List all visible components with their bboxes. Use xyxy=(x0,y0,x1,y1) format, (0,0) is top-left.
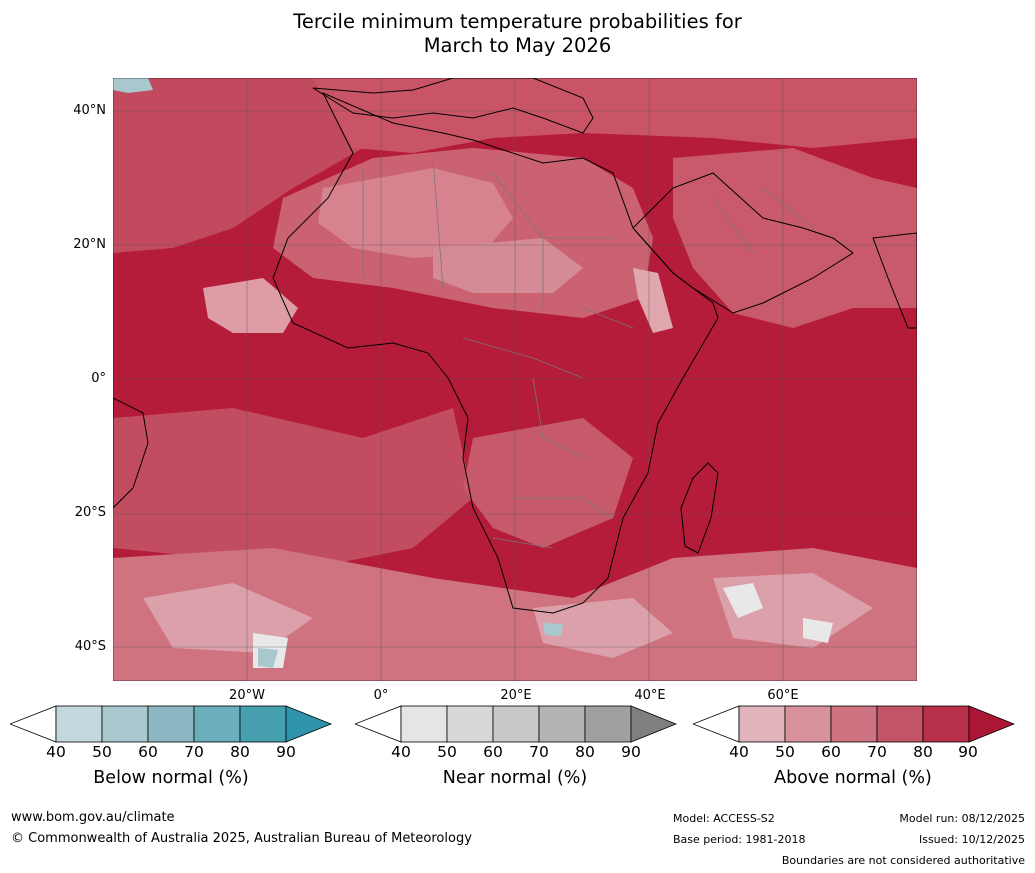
cbar-below-tick-80: 80 xyxy=(230,743,250,761)
map-svg xyxy=(112,77,918,682)
probability-map xyxy=(112,77,918,682)
cbar-near-tick-90: 90 xyxy=(621,743,641,761)
graticule xyxy=(113,78,917,681)
title-line-2: March to May 2026 xyxy=(423,34,612,57)
cbar-near-seg-5 xyxy=(584,705,632,743)
lon-label-40e: 40°E xyxy=(634,688,666,703)
africa-coast xyxy=(272,92,719,614)
cbar-near-tick-40: 40 xyxy=(391,743,411,761)
lat-label-20n: 20°N xyxy=(73,237,106,252)
cbar-below-label: Below normal (%) xyxy=(93,768,249,788)
colorbar-near-normal xyxy=(355,705,677,743)
cbar-near-seg-1 xyxy=(400,705,448,743)
arabia-region xyxy=(673,148,917,328)
cbar-above-seg-2 xyxy=(784,705,832,743)
lon-label-0: 0° xyxy=(373,688,389,703)
cbar-below-tick-70: 70 xyxy=(184,743,204,761)
cbar-below-arrow-low xyxy=(10,705,57,743)
colorbar-below-normal xyxy=(10,705,332,743)
footer-issued: Issued: 10/12/2025 xyxy=(918,833,1025,846)
lat-label-20s: 20°S xyxy=(74,505,106,520)
footer-base-period: Base period: 1981-2018 xyxy=(673,833,806,846)
lon-label-20w: 20°W xyxy=(229,688,265,703)
lat-label-40n: 40°N xyxy=(73,103,106,118)
cbar-below-seg-3 xyxy=(147,705,195,743)
cbar-near-tick-70: 70 xyxy=(529,743,549,761)
cbar-below-tick-50: 50 xyxy=(92,743,112,761)
footer-copyright: © Commonwealth of Australia 2025, Austra… xyxy=(11,831,472,846)
cbar-above-seg-3 xyxy=(830,705,878,743)
sahara-light xyxy=(318,168,513,258)
cbar-near-arrow-high xyxy=(630,705,677,743)
cbar-below-seg-2 xyxy=(101,705,149,743)
cbar-near-arrow-low xyxy=(355,705,402,743)
lon-label-20e: 20°E xyxy=(500,688,532,703)
india-coast xyxy=(872,232,917,329)
south-atlantic-light xyxy=(113,408,473,568)
country-borders xyxy=(362,157,814,549)
title-line-1: Tercile minimum temperature probabilitie… xyxy=(293,10,742,33)
cbar-above-tick-60: 60 xyxy=(821,743,841,761)
cbar-near-seg-3 xyxy=(492,705,540,743)
coastlines xyxy=(113,78,917,614)
lat-label-0: 0° xyxy=(91,371,106,386)
cbar-above-seg-1 xyxy=(738,705,786,743)
cbar-above-seg-4 xyxy=(876,705,924,743)
cbar-above-seg-5 xyxy=(922,705,970,743)
cbar-above-tick-80: 80 xyxy=(913,743,933,761)
footer-website-link[interactable]: www.bom.gov.au/climate xyxy=(11,810,175,825)
europe-coast xyxy=(312,78,594,134)
colorbar-above-normal xyxy=(693,705,1015,743)
footer-model-run: Model run: 08/12/2025 xyxy=(899,812,1025,825)
cbar-below-seg-5 xyxy=(239,705,287,743)
horn-light xyxy=(633,268,673,333)
cbar-near-tick-80: 80 xyxy=(575,743,595,761)
arabia-coast xyxy=(632,172,854,314)
cbar-above-tick-90: 90 xyxy=(958,743,978,761)
cbar-above-tick-40: 40 xyxy=(729,743,749,761)
madagascar-coast xyxy=(680,462,719,554)
cbar-near-seg-4 xyxy=(538,705,586,743)
cbar-near-tick-50: 50 xyxy=(437,743,457,761)
cbar-below-arrow-high xyxy=(285,705,332,743)
footer-disclaimer: Boundaries are not considered authoritat… xyxy=(781,854,1025,867)
cbar-above-tick-70: 70 xyxy=(867,743,887,761)
cbar-near-tick-60: 60 xyxy=(483,743,503,761)
med-region xyxy=(313,78,917,153)
cbar-above-label: Above normal (%) xyxy=(774,768,932,788)
cbar-below-seg-1 xyxy=(55,705,103,743)
cbar-below-seg-4 xyxy=(193,705,241,743)
cbar-near-label: Near normal (%) xyxy=(442,768,588,788)
south-america-coast xyxy=(113,397,149,509)
sahel-light xyxy=(433,238,583,293)
footer-model: Model: ACCESS-S2 xyxy=(673,812,775,825)
cbar-above-arrow-high xyxy=(968,705,1015,743)
lon-label-60e: 60°E xyxy=(767,688,799,703)
map-title: Tercile minimum temperature probabilitie… xyxy=(0,10,1035,58)
southern-africa-mid xyxy=(463,418,633,548)
west-africa-coast-light xyxy=(203,278,298,333)
southern-ocean-lighter xyxy=(143,573,873,658)
cbar-near-seg-2 xyxy=(446,705,494,743)
cbar-below-tick-90: 90 xyxy=(276,743,296,761)
cbar-below-tick-60: 60 xyxy=(138,743,158,761)
cbar-below-tick-40: 40 xyxy=(46,743,66,761)
cbar-above-arrow-low xyxy=(693,705,740,743)
cbar-above-tick-50: 50 xyxy=(775,743,795,761)
lat-label-40s: 40°S xyxy=(74,639,106,654)
